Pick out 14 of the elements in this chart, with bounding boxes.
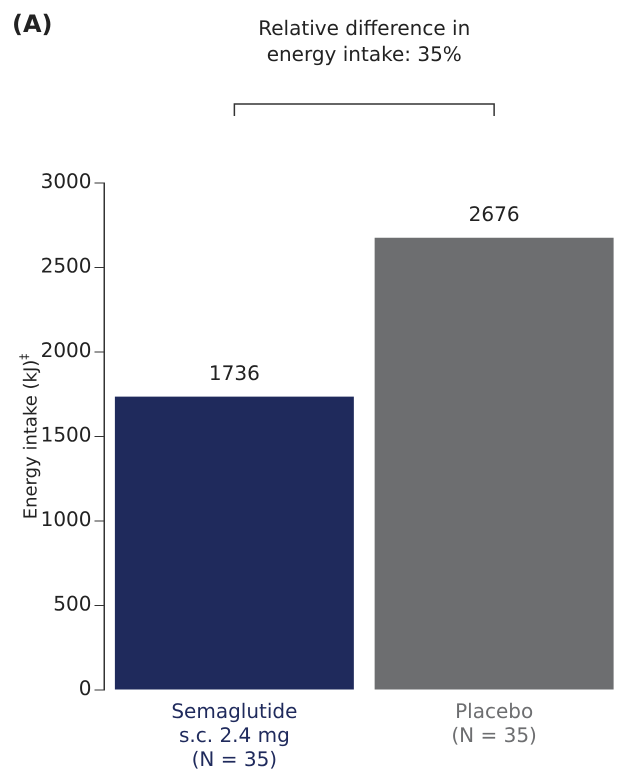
chart-title: Relative difference in energy intake: 35% — [258, 16, 470, 66]
y-tick-label: 2500 — [40, 254, 92, 278]
y-tick-label: 3000 — [40, 169, 92, 194]
y-axis-title: Energy intake (kJ)‡ — [17, 354, 42, 520]
y-tick-label: 0 — [78, 676, 92, 700]
y-tick-label: 500 — [53, 592, 92, 616]
y-tick-label: 1500 — [40, 422, 92, 447]
x-tick-label: Placebo (N = 35) — [451, 699, 537, 748]
text: (A) — [12, 10, 53, 38]
x-tick-label: Semaglutide s.c. 2.4 mg (N = 35) — [171, 699, 298, 772]
data-label: 1736 — [208, 360, 260, 385]
y-tick-label: 2000 — [40, 338, 92, 362]
y-tick-label: 1000 — [40, 507, 92, 532]
data-label: 2676 — [468, 202, 520, 226]
